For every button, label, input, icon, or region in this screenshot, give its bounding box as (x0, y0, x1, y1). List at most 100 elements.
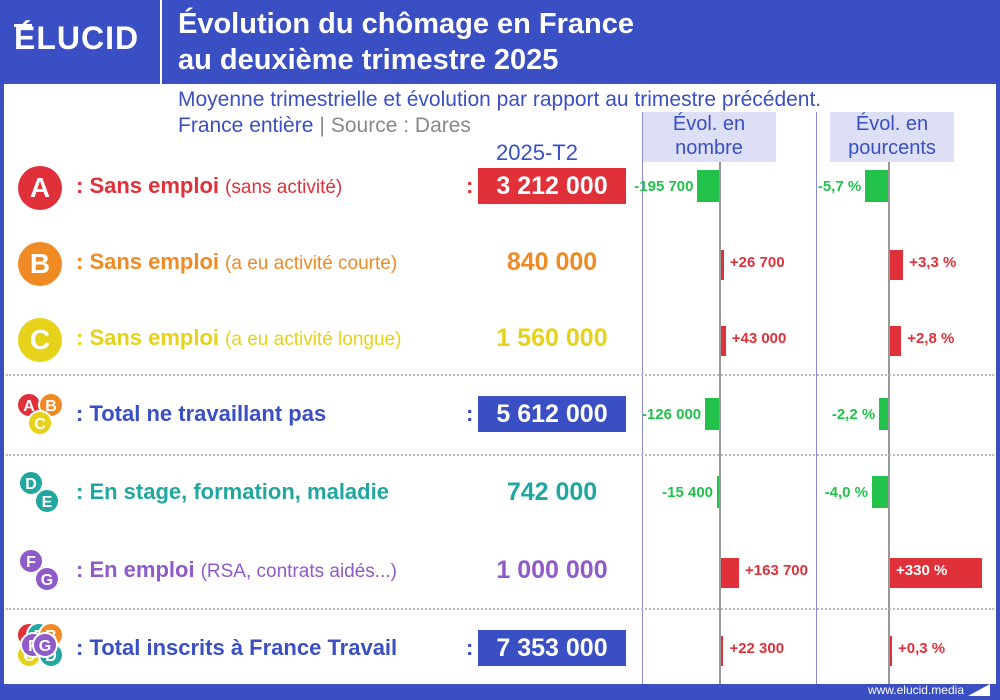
category-letter-badge: G (34, 566, 60, 592)
elucid-logo[interactable]: ÉLUCID (14, 20, 139, 57)
chart-subtitle: Moyenne trimestrielle et évolution par r… (178, 88, 822, 111)
category-label: : Sans emploi (a eu activité courte) (76, 249, 397, 275)
category-value: 3 212 000 (478, 168, 626, 204)
category-label-detail: (sans activité) (225, 177, 343, 198)
category-letter-badge: E (34, 488, 60, 514)
category-value: 1 560 000 (496, 324, 608, 352)
delta-bar (717, 476, 719, 508)
title-line-1: Évolution du chômage en France (178, 8, 635, 40)
header: ÉLUCID Évolution du chômage en France au… (0, 0, 1000, 84)
delta-label: +26 700 (729, 254, 785, 271)
value-colon: : (466, 401, 474, 426)
category-value: 1 000 000 (496, 556, 608, 584)
evol-nombre-zero-axis (719, 162, 721, 684)
category-letter-badge: G (32, 632, 58, 658)
chart-panel: Moyenne trimestrielle et évolution par r… (4, 84, 996, 684)
pct-label: +3,3 % (909, 254, 957, 271)
category-letter-badge: C (18, 318, 62, 362)
category-value: 840 000 (506, 248, 598, 276)
source-line: France entière | Source : Dares (178, 114, 471, 138)
pct-bar (890, 326, 902, 356)
category-row: AEBCDFG: Total inscrits à France Travail… (4, 620, 996, 680)
delta-label: -15 400 (662, 484, 713, 501)
delta-label: +163 700 (745, 562, 808, 579)
elucid-mark-icon (968, 684, 990, 696)
pct-bar (890, 636, 892, 666)
pct-label: -4,0 % (824, 484, 868, 501)
category-label: : Total ne travaillant pas (76, 401, 326, 427)
delta-bar (705, 398, 719, 430)
value-colon: : (466, 635, 474, 660)
category-label: : Total inscrits à France Travail (76, 635, 397, 661)
category-row: C : Sans emploi (a eu activité longue) 1 56… (4, 310, 996, 370)
pct-bar (865, 170, 888, 202)
pct-bar (890, 250, 904, 280)
category-letter-badge: B (18, 242, 62, 286)
category-label: : Sans emploi (a eu activité longue) (76, 325, 401, 351)
evol-pct-left-rule (816, 112, 817, 684)
category-label-main: : Sans emploi (76, 173, 220, 198)
source-separator: | (319, 114, 325, 137)
delta-bar (697, 170, 719, 202)
delta-bar (721, 326, 726, 356)
pct-label: -2,2 % (831, 406, 876, 423)
category-row: A: Sans emploi (sans activité):3 212 000-… (4, 158, 996, 218)
evol-nombre-left-rule (642, 112, 643, 684)
delta-bar (721, 558, 739, 588)
logo-accent-bar (14, 24, 32, 27)
col-header-evol-pct-l1: Évol. en (855, 113, 929, 135)
value-colon: : (466, 173, 474, 198)
category-label: : En stage, formation, maladie (76, 479, 389, 505)
col-header-evol-nombre-l1: Évol. en (672, 113, 746, 135)
col-header-period: 2025-T2 (496, 140, 578, 165)
category-value: 7 353 000 (478, 630, 626, 666)
delta-label: +22 300 (729, 640, 785, 657)
category-label-main: : En stage, formation, maladie (76, 479, 389, 504)
category-label: : Sans emploi (sans activité) (76, 173, 342, 199)
separator-2 (6, 454, 994, 456)
pct-label: +0,3 % (898, 640, 946, 657)
delta-bar (721, 636, 724, 666)
category-label: : En emploi (RSA, contrats aidés...) (76, 557, 397, 583)
category-label-main: : Sans emploi (76, 249, 220, 274)
separator-3 (6, 608, 994, 610)
pct-label: +330 % (896, 562, 948, 579)
category-label-detail: (a eu activité longue) (225, 329, 402, 350)
col-header-evol-pct-l2: pourcents (848, 137, 936, 159)
header-divider (160, 0, 162, 84)
category-label-main: : Sans emploi (76, 325, 220, 350)
pct-bar (879, 398, 888, 430)
category-letter-badge: C (27, 410, 53, 436)
separator-1 (6, 374, 994, 376)
pct-label: +2,8 % (907, 330, 955, 347)
delta-label: -195 700 (634, 178, 694, 195)
pct-bar (872, 476, 888, 508)
category-label-main: : Total inscrits à France Travail (76, 635, 398, 660)
pct-label: -5,7 % (817, 178, 862, 195)
category-label-detail: (a eu activité courte) (225, 253, 398, 274)
delta-label: +43 000 (731, 330, 787, 347)
scope-text: France entière (178, 114, 314, 137)
col-header-evol-nombre-l2: nombre (675, 137, 743, 159)
category-label-detail: (RSA, contrats aidés...) (200, 561, 397, 582)
delta-label: -126 000 (641, 406, 702, 423)
category-label-main: : En emploi (76, 557, 195, 582)
source-text: Source : Dares (330, 114, 471, 137)
page-title: Évolution du chômage en France au deuxiè… (178, 6, 634, 78)
footer-url[interactable]: www.elucid.media (867, 683, 964, 697)
col-header-evol-pct: Évol. en pourcents (830, 112, 954, 162)
pct-bar (890, 558, 982, 588)
delta-bar (721, 250, 724, 280)
category-row: B : Sans emploi (a eu activité courte) 840 … (4, 234, 996, 294)
category-value: 5 612 000 (478, 396, 626, 432)
logo-text: ÉLUCID (14, 20, 140, 56)
category-label-main: : Total ne travaillant pas (76, 401, 327, 426)
title-line-2: au deuxième trimestre 2025 (178, 44, 559, 76)
evol-pct-zero-axis (888, 162, 890, 684)
category-letter-badge: A (18, 166, 62, 210)
col-header-evol-nombre: Évol. en nombre (642, 112, 776, 162)
category-value: 742 000 (506, 478, 598, 506)
